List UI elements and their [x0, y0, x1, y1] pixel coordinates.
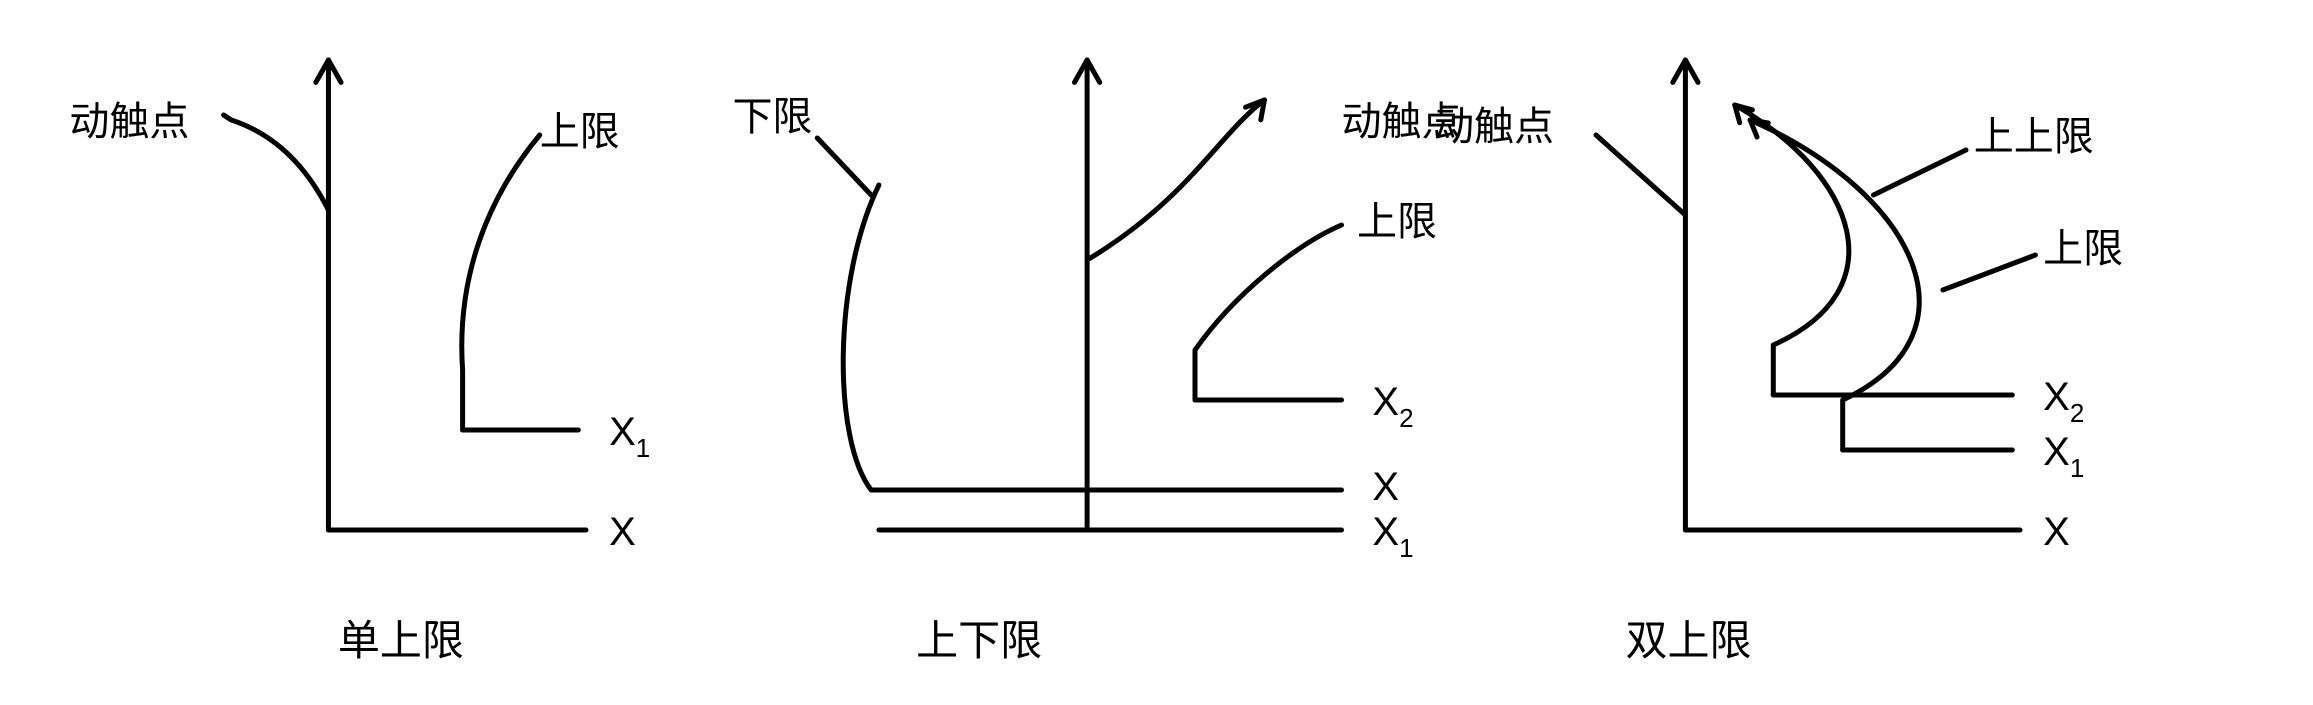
- double-upper-moving_contact: [1596, 135, 1685, 215]
- upper-lower-upper_limit: [1195, 225, 1342, 400]
- upper-lower-lower_label: 下限: [732, 95, 812, 139]
- single-upper-moving_contact: [224, 115, 329, 210]
- single-upper-x1_label: X1: [609, 410, 650, 463]
- single-upper-moving_label: 动触点: [69, 100, 189, 144]
- diagram-double-upper: 动触点 上上限上限 X2X1 X 双上限: [1434, 60, 2123, 664]
- double-upper-x1_label: X1: [2043, 430, 2084, 483]
- double-upper-ul_label: 上限: [2043, 227, 2123, 271]
- upper-lower-moving_contact: [1087, 100, 1264, 260]
- upper-lower-lower_limit: [843, 185, 1087, 490]
- upper-lower-caption: 上下限: [916, 617, 1042, 664]
- upper-lower-x_label: X: [1372, 465, 1399, 509]
- single-upper-caption: 单上限: [338, 617, 464, 664]
- double-upper-upper_limit: [1750, 120, 1919, 450]
- upper-lower-x2_label: X2: [1372, 380, 1413, 433]
- single-upper-x_label: X: [609, 510, 636, 554]
- single-upper-upper_label: 上限: [540, 110, 620, 154]
- diagram-single-upper: 动触点 上限 X X1 单上限: [69, 60, 650, 664]
- upper-lower-lower_leader: [817, 138, 871, 195]
- double-upper-leader_ul: [1943, 255, 2036, 290]
- double-upper-moving_label: 动触点: [1434, 105, 1554, 149]
- double-upper-upper_upper: [1735, 105, 1849, 395]
- double-upper-x2_label: X2: [2043, 375, 2084, 428]
- single-upper-upper_limit: [462, 135, 540, 430]
- upper-lower-x1_label: X1: [1372, 510, 1413, 563]
- double-upper-uu_label: 上上限: [1974, 115, 2094, 159]
- double-upper-caption: 双上限: [1625, 617, 1751, 664]
- double-upper-x_label: X: [2043, 510, 2070, 554]
- upper-lower-upper_label: 上限: [1357, 200, 1437, 244]
- double-upper-leader_uu: [1874, 150, 1967, 195]
- diagram-upper-lower: 下限动触点上限X2XX1上下限: [732, 60, 1461, 664]
